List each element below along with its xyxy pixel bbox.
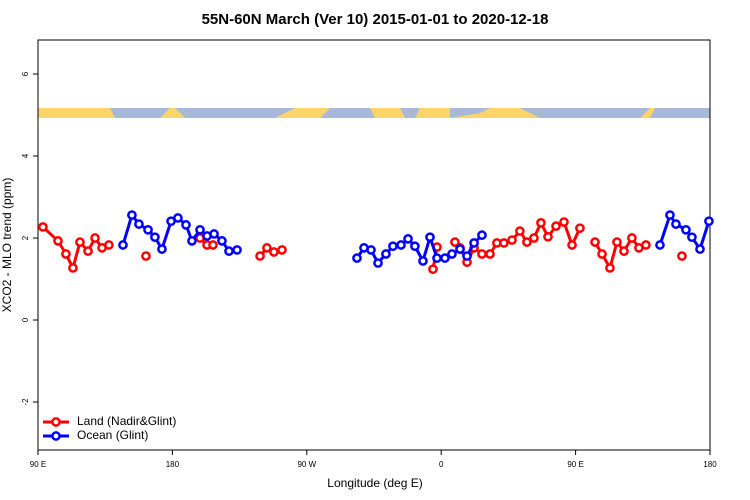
- point: [671, 219, 681, 229]
- point: [515, 226, 525, 236]
- point: [255, 251, 265, 261]
- point: [551, 221, 561, 231]
- point: [143, 224, 153, 235]
- point: [605, 263, 615, 273]
- point: [590, 237, 600, 247]
- point: [232, 245, 242, 255]
- point: [695, 244, 705, 254]
- point: [173, 213, 183, 223]
- series-line: [121, 211, 711, 266]
- point: [559, 217, 569, 227]
- point: [418, 256, 428, 266]
- point: [447, 249, 457, 259]
- point: [90, 233, 100, 243]
- chart-title: 55N-60N March (Ver 10) 2015-01-01 to 202…: [202, 11, 549, 28]
- point: [53, 236, 63, 246]
- point: [157, 244, 167, 254]
- point: [195, 224, 205, 235]
- point: [567, 240, 577, 250]
- point: [118, 240, 128, 250]
- legend-marker: [51, 431, 61, 441]
- point: [477, 249, 487, 259]
- point: [141, 251, 151, 261]
- point: [477, 230, 487, 241]
- point: [485, 249, 495, 259]
- map-band: [38, 108, 710, 118]
- point: [522, 237, 532, 247]
- x-tick-label: 0: [439, 460, 444, 469]
- point: [262, 243, 272, 253]
- legend-label: Land (Nadir&Glint): [77, 414, 176, 428]
- point: [181, 220, 191, 230]
- point: [61, 249, 71, 259]
- y-tick-label: 4: [21, 153, 30, 158]
- point: [619, 246, 629, 256]
- point: [529, 233, 539, 243]
- point: [410, 241, 420, 252]
- point: [536, 218, 546, 228]
- point: [575, 223, 585, 234]
- x-tick-label: 90 E: [567, 460, 583, 469]
- point: [150, 232, 160, 243]
- y-tick-label: -2: [21, 398, 30, 406]
- x-tick-label: 180: [703, 460, 717, 469]
- point: [455, 244, 465, 254]
- y-axis-label: XCO2 - MLO trend (ppm): [0, 178, 14, 313]
- point: [381, 249, 391, 259]
- plot-frame: [37, 39, 711, 451]
- x-tick-label: 180: [166, 460, 180, 469]
- point: [704, 216, 714, 227]
- point: [269, 247, 279, 257]
- y-tick-label: 2: [21, 235, 30, 240]
- point: [665, 210, 675, 220]
- point: [83, 246, 93, 256]
- point: [432, 253, 442, 263]
- point: [209, 229, 219, 239]
- point: [612, 237, 622, 247]
- point: [75, 237, 85, 247]
- point: [655, 240, 665, 250]
- point: [366, 245, 376, 255]
- map-strip: [38, 108, 710, 118]
- map-ocean: [110, 108, 710, 118]
- point: [677, 251, 687, 261]
- legend-marker: [51, 417, 61, 427]
- y-tick-label: 6: [21, 71, 30, 76]
- point: [68, 263, 78, 273]
- point: [224, 246, 234, 256]
- point: [187, 236, 197, 246]
- point: [425, 232, 435, 243]
- point: [507, 235, 517, 245]
- point: [38, 222, 48, 232]
- point: [388, 241, 398, 252]
- point: [403, 234, 413, 244]
- x-tick-label: 90 E: [30, 460, 46, 469]
- point: [208, 240, 218, 250]
- x-axis-label: Longitude (deg E): [327, 476, 422, 490]
- point: [469, 238, 479, 248]
- point: [104, 240, 114, 250]
- x-tick-label: 90 W: [297, 460, 316, 469]
- point: [450, 237, 460, 247]
- legend-label: Ocean (Glint): [77, 428, 148, 442]
- point: [687, 232, 697, 243]
- point: [127, 210, 137, 220]
- point: [440, 253, 450, 263]
- point: [428, 264, 438, 275]
- y-tick-label: 0: [21, 317, 30, 322]
- point: [396, 240, 406, 250]
- point: [543, 231, 553, 242]
- point: [277, 245, 287, 255]
- point: [462, 251, 472, 261]
- point: [641, 240, 651, 250]
- point: [352, 253, 362, 263]
- point: [373, 258, 383, 268]
- point: [217, 236, 227, 246]
- point: [597, 249, 607, 259]
- point: [134, 219, 144, 229]
- point: [681, 224, 691, 235]
- point: [499, 238, 509, 248]
- point: [627, 233, 637, 243]
